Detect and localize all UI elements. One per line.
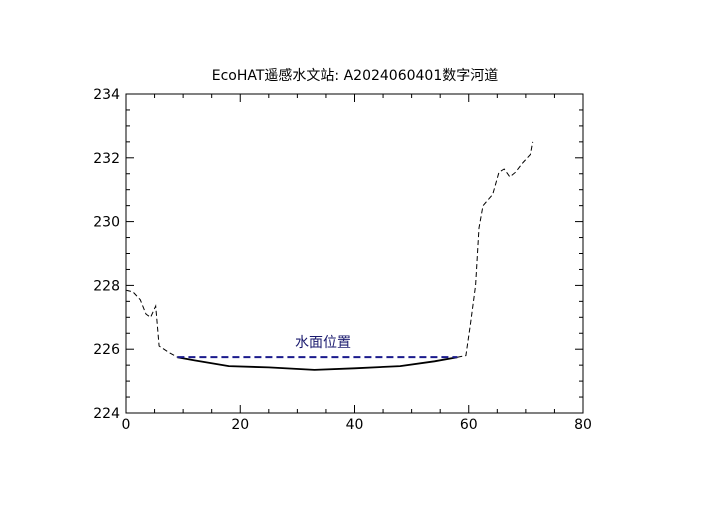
profile-series-1 — [125, 289, 178, 358]
y-tick-label: 224 — [93, 406, 120, 422]
x-tick-label: 40 — [346, 417, 364, 433]
x-tick-label: 20 — [231, 417, 249, 433]
x-tick-label: 0 — [122, 417, 131, 433]
y-tick-label: 232 — [93, 151, 120, 167]
profile-series-2 — [177, 356, 458, 371]
x-tick-label: 60 — [460, 417, 478, 433]
chart-title: EcoHAT遥感水文站: A2024060401数字河道 — [212, 67, 499, 84]
y-tick-label: 230 — [93, 215, 120, 231]
y-tick-label: 228 — [93, 278, 120, 294]
x-tick-label: 80 — [574, 417, 592, 433]
profile-series-3 — [457, 141, 534, 358]
axes: 0 20 40 60 80 224 226 228 230 232 234 — [93, 87, 592, 433]
plot-frame — [125, 93, 584, 414]
y-tick-label: 234 — [93, 87, 120, 103]
series-group — [125, 141, 534, 371]
y-tick-label: 226 — [93, 342, 120, 358]
water-level-label: 水面位置 — [295, 335, 351, 351]
